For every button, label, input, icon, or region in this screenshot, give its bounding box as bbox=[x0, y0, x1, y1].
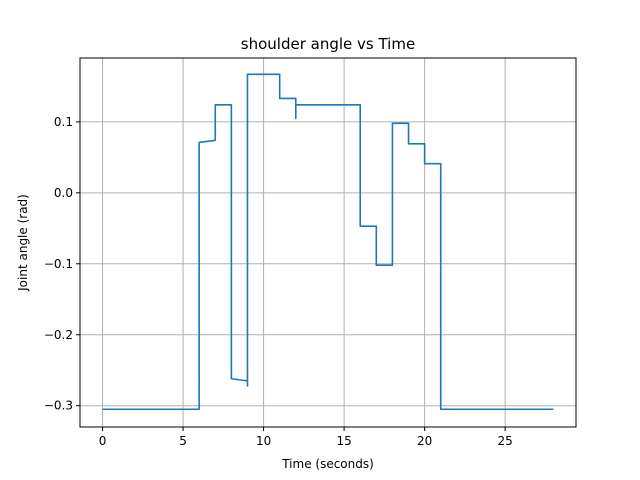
series-line bbox=[102, 73, 554, 411]
x-tick-label: 25 bbox=[498, 434, 513, 448]
grid bbox=[80, 58, 576, 427]
y-tick-label: −0.2 bbox=[44, 328, 73, 342]
chart-title: shoulder angle vs Time bbox=[241, 35, 415, 53]
ticks: 0 5 10 15 20 25 −0.3 −0.2 −0.1 0.0 0.1 bbox=[44, 115, 513, 448]
y-tick-label: 0.0 bbox=[54, 186, 73, 200]
plot-frame bbox=[79, 57, 577, 428]
y-tick-label: −0.1 bbox=[44, 257, 73, 271]
y-axis-label: Joint angle (rad) bbox=[16, 194, 30, 292]
x-tick-label: 10 bbox=[256, 434, 271, 448]
x-tick-label: 0 bbox=[99, 434, 107, 448]
x-tick-label: 5 bbox=[179, 434, 187, 448]
y-tick-label: −0.3 bbox=[44, 399, 73, 413]
y-tick-label: 0.1 bbox=[54, 115, 73, 129]
x-axis-label: Time (seconds) bbox=[281, 457, 374, 471]
series-layer bbox=[102, 73, 554, 411]
x-tick-label: 20 bbox=[417, 434, 432, 448]
x-tick-label: 15 bbox=[336, 434, 351, 448]
